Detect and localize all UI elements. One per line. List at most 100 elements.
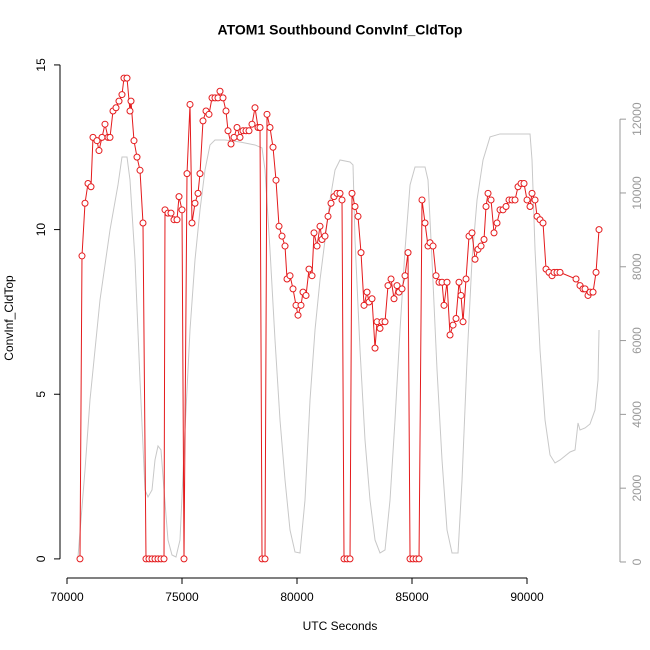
data-point [313, 242, 321, 250]
data-point [346, 555, 354, 563]
data-point [371, 344, 379, 352]
data-point [468, 229, 476, 237]
data-point [526, 203, 534, 211]
data-point [78, 252, 86, 260]
data-point [502, 203, 510, 211]
data-point [443, 278, 451, 286]
data-point [278, 232, 286, 240]
data-point [308, 272, 316, 280]
data-point [324, 212, 332, 220]
data-point [581, 285, 589, 293]
data-point [592, 268, 600, 276]
y2-tick-label: 10000 [630, 176, 644, 210]
data-point [269, 143, 277, 151]
data-point [415, 555, 423, 563]
data-point [398, 285, 406, 293]
y-tick-label: 5 [34, 391, 48, 398]
data-point [180, 555, 188, 563]
data-point [266, 123, 274, 131]
data-point [175, 193, 183, 201]
data-point [118, 91, 126, 99]
y2-tick-label: 12000 [630, 102, 644, 136]
data-point [459, 318, 467, 326]
data-point [222, 107, 230, 115]
data-point [393, 282, 401, 290]
data-point [357, 249, 365, 257]
series-line [77, 133, 600, 558]
data-point [595, 226, 603, 234]
data-point [81, 199, 89, 207]
data-point [126, 107, 134, 115]
data-point [123, 74, 131, 82]
data-point [281, 242, 289, 250]
data-point [167, 209, 175, 217]
data-point [289, 285, 297, 293]
data-point [87, 183, 95, 191]
data-point [130, 137, 138, 145]
data-point [531, 196, 539, 204]
data-point [387, 275, 395, 283]
y-tick-label: 15 [34, 58, 48, 72]
data-point [297, 301, 305, 309]
data-point [449, 321, 457, 329]
data-point [539, 219, 547, 227]
data-point [186, 100, 194, 108]
y2-tick-label: 8000 [630, 253, 644, 280]
data-point [490, 229, 498, 237]
data-point [418, 196, 426, 204]
x-axis-label: UTC Seconds [303, 619, 378, 633]
data-point [523, 196, 531, 204]
data-point [348, 189, 356, 197]
data-point [133, 153, 141, 161]
data-point [261, 555, 269, 563]
x-tick-label: 80000 [280, 590, 314, 604]
data-point [429, 242, 437, 250]
data-point [520, 179, 528, 187]
data-point [251, 104, 259, 112]
data-point [302, 291, 310, 299]
data-point [528, 189, 536, 197]
data-point [316, 222, 324, 230]
data-point [462, 275, 470, 283]
data-point [480, 235, 488, 243]
data-point [381, 318, 389, 326]
data-point [286, 272, 294, 280]
data-point [98, 133, 106, 141]
y2-tick-label: 4000 [630, 401, 644, 428]
data-point [127, 97, 135, 105]
data-point [227, 140, 235, 148]
data-point [248, 120, 256, 128]
data-point [351, 203, 359, 211]
data-point [390, 295, 398, 303]
data-point [245, 127, 253, 135]
data-point [93, 137, 101, 145]
data-point [205, 110, 213, 118]
data-point [589, 288, 597, 296]
chart-title: ATOM1 Southbound ConvInf_CldTop [218, 22, 463, 38]
data-point [511, 196, 519, 204]
data-point [401, 272, 409, 280]
y2-tick-label: 6000 [630, 327, 644, 354]
data-point [368, 295, 376, 303]
data-point [452, 315, 460, 322]
y2-tick-label: 2000 [630, 475, 644, 502]
data-point [224, 127, 232, 135]
data-point [338, 196, 346, 204]
data-point [294, 311, 302, 319]
data-point [263, 110, 271, 118]
data-point [572, 275, 580, 283]
data-point [106, 133, 114, 141]
y2-tick-label: 0 [630, 558, 644, 565]
data-point [160, 555, 168, 563]
data-point [76, 555, 84, 563]
series-line [79, 77, 600, 560]
data-point [196, 170, 204, 178]
y-tick-label: 10 [34, 223, 48, 237]
data-point [139, 219, 147, 227]
data-point [256, 123, 264, 131]
data-point [363, 288, 371, 296]
data-point [188, 219, 196, 227]
data-point [230, 133, 238, 141]
data-point [471, 255, 479, 263]
